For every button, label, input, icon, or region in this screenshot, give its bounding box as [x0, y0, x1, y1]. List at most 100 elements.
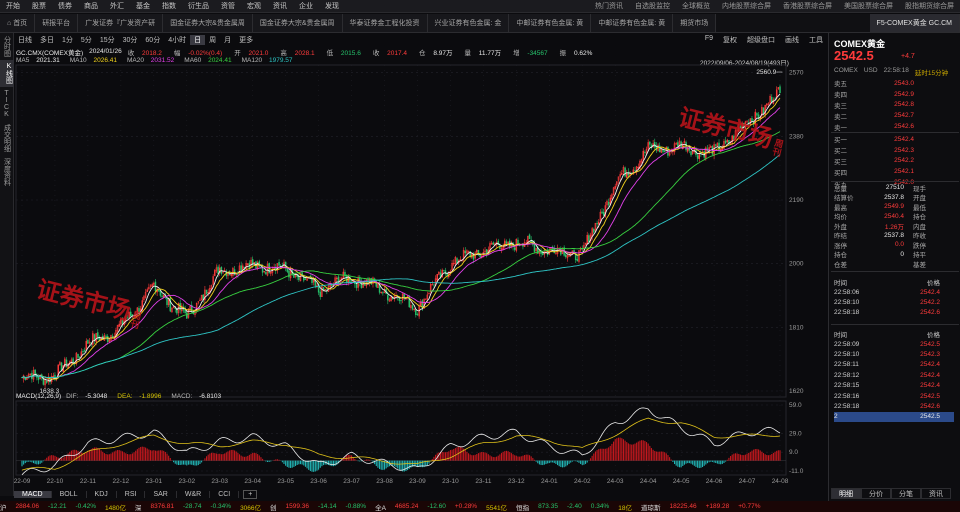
candle-body — [451, 262, 453, 271]
menu-item[interactable]: 开始 — [6, 3, 20, 10]
tab-home[interactable]: ⌂ 首页 — [0, 14, 36, 32]
tab-ticks[interactable]: 分笔 — [891, 488, 921, 499]
menu-item[interactable]: 企业 — [299, 3, 313, 10]
menu-item[interactable]: 股票 — [32, 3, 46, 10]
sidebar-item-kline[interactable]: K线图 — [0, 60, 14, 87]
y-tick-label: -11.0 — [789, 468, 804, 475]
candle-body — [204, 289, 206, 301]
sidebar-item-trades[interactable]: 成交明细 — [3, 124, 11, 152]
quick-link[interactable]: 自选股监控 — [635, 3, 670, 10]
indicator-tab-boll[interactable]: BOLL — [52, 490, 87, 498]
add-indicator-button[interactable]: + — [243, 489, 258, 499]
market-status-bar: 沪 2884.06 -12.21 -0.42% 1480亿深 8376.81 -28.74 -… — [0, 501, 960, 512]
menu-item[interactable]: 基金 — [136, 3, 150, 10]
trade-row[interactable]: 22:58:10 2542.3 — [834, 349, 954, 359]
menu-item[interactable]: 发现 — [325, 3, 339, 10]
y-tick-label: 1810 — [789, 324, 804, 331]
period-button[interactable]: 日线 — [18, 37, 32, 44]
candle-body — [253, 262, 256, 264]
trade-row[interactable]: 22:58:10 2542.2 — [834, 297, 954, 307]
tab-research[interactable]: 研报平台 — [35, 14, 79, 32]
index-quote: 2884.06 — [15, 503, 40, 510]
tab-report[interactable]: 中邮证券有色金属: 黄 — [509, 14, 592, 32]
field-value: -6.8103 — [199, 393, 222, 400]
stat-row: 均价 2540.4 持仓 — [834, 212, 958, 222]
tab-report[interactable]: 华泰证券金工程化投资 — [342, 14, 428, 32]
tab-price-levels[interactable]: 分价 — [861, 488, 891, 499]
indicator-tab-sar[interactable]: SAR — [145, 490, 177, 498]
draw-line-button[interactable]: 画线 — [785, 37, 799, 44]
candle-body — [484, 250, 486, 253]
menu-item[interactable]: 指数 — [162, 3, 176, 10]
tab-details[interactable]: 明细 — [831, 488, 861, 499]
candle-body — [415, 309, 417, 316]
adjust-button[interactable]: 复权 — [723, 37, 737, 44]
candle-body — [187, 308, 190, 318]
quick-link[interactable]: 香港股票综合屏 — [783, 3, 832, 10]
indicator-tab-cci[interactable]: CCI — [210, 490, 240, 498]
sidebar-item-depth[interactable]: 深度资料 — [3, 158, 11, 186]
quick-link[interactable]: 美国股票综合屏 — [844, 3, 893, 10]
period-button[interactable]: 月 — [224, 37, 232, 44]
candle-body — [588, 235, 590, 242]
period-button[interactable]: 60分 — [145, 37, 161, 44]
f9-button[interactable]: F9 — [704, 35, 713, 42]
stat-label: 涨停 — [834, 242, 847, 250]
quick-link[interactable]: 股指期货综合屏 — [905, 3, 954, 10]
period-button[interactable]: 4小时 — [168, 37, 187, 44]
tab-futures-market[interactable]: 期货市场 — [673, 14, 717, 32]
tab-report[interactable]: 国金证券大宗&贵金属周 — [163, 14, 253, 32]
period-button-daily[interactable]: 日 — [190, 35, 206, 45]
tab-report[interactable]: 广发证券『广发资产研 — [78, 14, 164, 32]
period-button[interactable]: 15分 — [99, 37, 115, 44]
sidebar-item-intraday[interactable]: 分时图 — [3, 36, 11, 57]
trade-row[interactable]: 22:58:11 2542.4 — [834, 360, 954, 370]
menu-item[interactable]: 宏观 — [247, 3, 261, 10]
order-label: 买一 — [834, 137, 847, 145]
indicator-tab-wr[interactable]: W&R — [177, 490, 211, 498]
tab-report[interactable]: 兴业证券有色金属: 金 — [427, 14, 510, 32]
kline-chart[interactable]: 2570 2380 2190 2000 1810 1620 59.0 29.0 9.0 -11.0… — [14, 33, 828, 487]
tab-comex-gold[interactable]: F5-COMEX黄金 GC.CM — [869, 14, 960, 32]
trade-row[interactable]: 22:58:16 2542.5 — [834, 391, 954, 401]
period-button-more[interactable]: 更多 — [239, 37, 254, 44]
sidebar-item-tick[interactable]: TICK — [3, 90, 10, 118]
period-button[interactable]: 1分 — [62, 37, 73, 44]
divider — [831, 132, 959, 133]
trade-row[interactable]: 2 2542.5 — [834, 411, 954, 423]
indicator-tab-rsi[interactable]: RSI — [117, 490, 146, 498]
field-value: -34567 — [527, 49, 548, 57]
quick-link[interactable]: 内地股票综合屏 — [722, 3, 771, 10]
stat-row: 最高 2549.9 最低 — [834, 202, 958, 212]
candle-body — [186, 312, 188, 319]
indicator-tab-macd[interactable]: MACD — [14, 490, 52, 498]
trade-row[interactable]: 22:58:18 2542.6 — [834, 308, 954, 318]
tab-report[interactable]: 国金证券大宗&贵金属周 — [252, 14, 343, 32]
super-orderbook-button[interactable]: 超级盘口 — [747, 37, 775, 44]
indicator-tab-kdj[interactable]: KDJ — [87, 490, 117, 498]
trade-row[interactable]: 22:58:18 2542.6 — [834, 401, 954, 411]
menu-item[interactable]: 衍生品 — [188, 3, 209, 10]
index-quote: 沪 — [0, 504, 7, 512]
trade-list-detail[interactable]: 时间 价格 22:58:09 2542.5 22:58:10 2542.3 22:58:11… — [834, 329, 954, 423]
period-button[interactable]: 多日 — [40, 37, 54, 44]
quick-link[interactable]: 热门资讯 — [595, 3, 623, 10]
quick-link[interactable]: 全球概览 — [682, 3, 710, 10]
menu-item[interactable]: 外汇 — [110, 3, 124, 10]
candle-body — [195, 302, 198, 312]
period-button[interactable]: 30分 — [122, 37, 138, 44]
menu-item[interactable]: 资管 — [221, 3, 235, 10]
tab-news[interactable]: 资讯 — [921, 488, 951, 499]
menu-item[interactable]: 资讯 — [273, 3, 287, 10]
menu-item[interactable]: 商品 — [84, 3, 98, 10]
candle-body — [599, 211, 602, 222]
period-button[interactable]: 周 — [209, 37, 217, 44]
trade-row[interactable]: 22:58:09 2542.5 — [834, 339, 954, 349]
trade-row[interactable]: 22:58:15 2542.4 — [834, 381, 954, 391]
period-button[interactable]: 5分 — [80, 37, 92, 44]
tab-report[interactable]: 中邮证券有色金属: 黄 — [591, 14, 674, 32]
tools-button[interactable]: 工具 — [809, 37, 823, 44]
menu-item[interactable]: 债券 — [58, 3, 72, 10]
trade-row[interactable]: 22:58:12 2542.4 — [834, 370, 954, 380]
trade-row[interactable]: 22:58:06 2542.4 — [834, 287, 954, 297]
